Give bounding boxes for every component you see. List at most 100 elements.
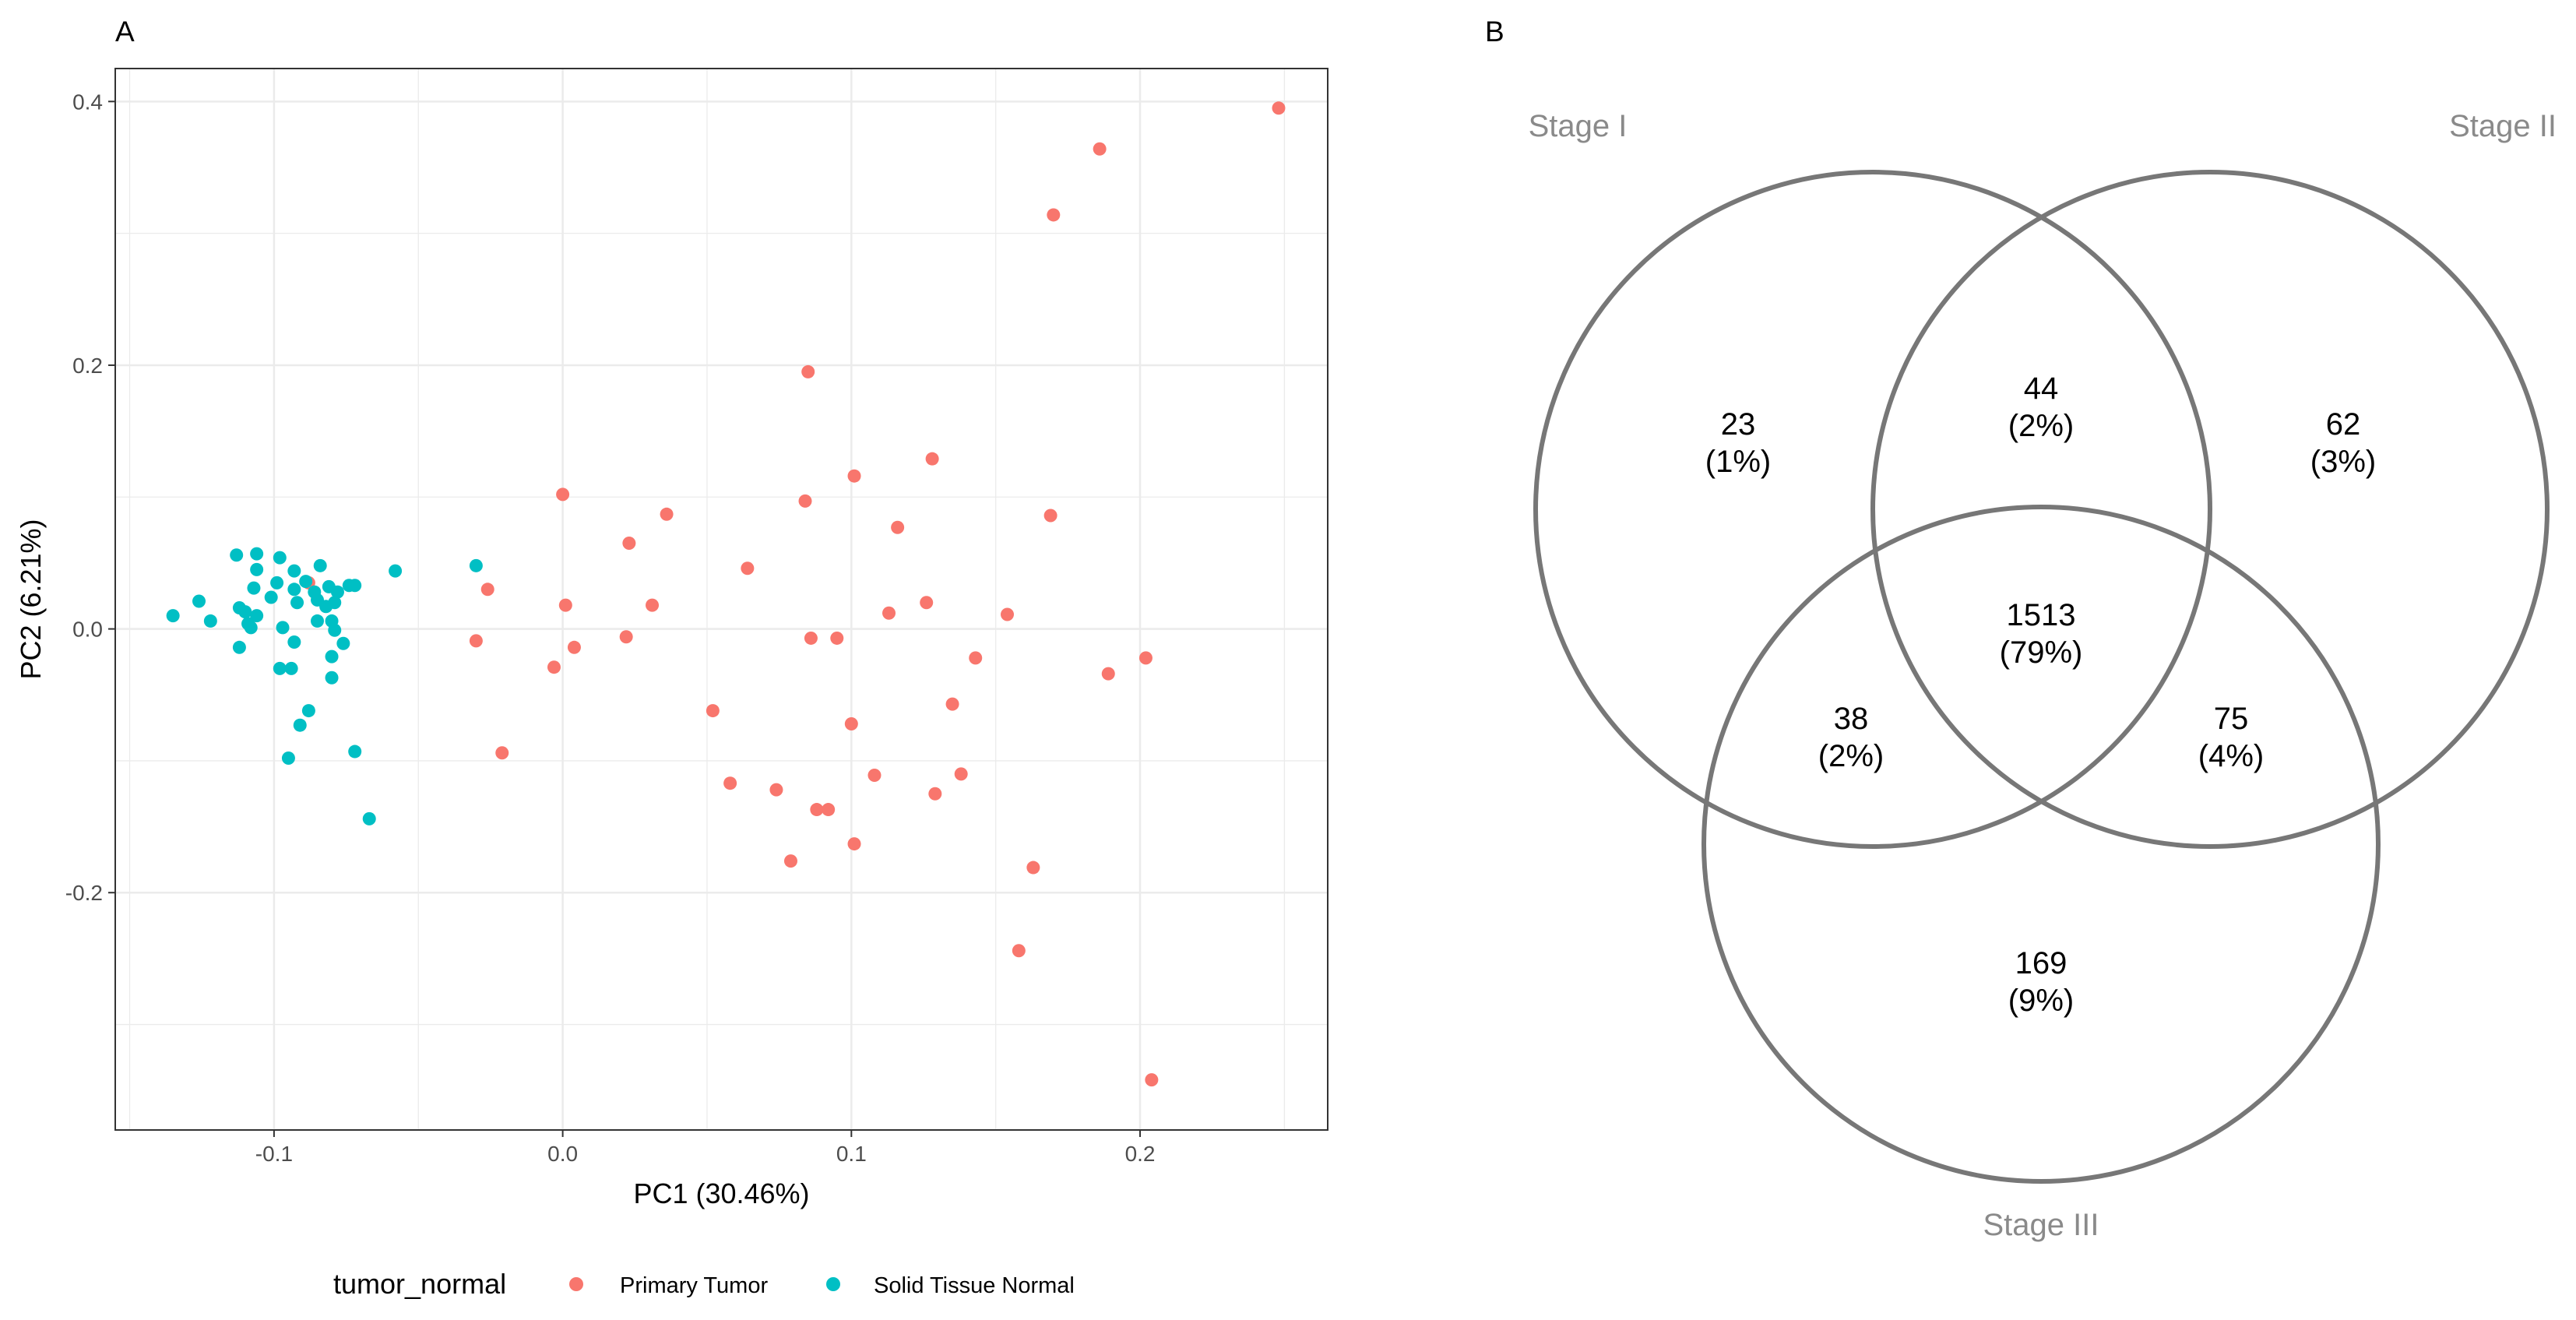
primary-tumor-point — [547, 660, 561, 674]
venn-region-percent: (2%) — [2008, 409, 2074, 443]
primary-tumor-point — [556, 488, 570, 502]
primary-tumor-point — [882, 606, 896, 620]
solid-tissue-normal-point — [287, 564, 301, 578]
solid-tissue-normal-point — [348, 744, 362, 759]
venn-set-label: Stage III — [1983, 1208, 2099, 1242]
panel-b-label: B — [1485, 16, 1504, 48]
y-tick-label: 0.0 — [72, 618, 103, 642]
primary-tumor-point — [844, 717, 858, 731]
venn-region-percent: (1%) — [1705, 445, 1771, 479]
primary-tumor-point — [969, 651, 983, 665]
primary-tumor-point — [945, 697, 959, 711]
solid-tissue-normal-point — [313, 558, 327, 572]
legend-label: Solid Tissue Normal — [874, 1273, 1075, 1298]
primary-tumor-point — [1093, 142, 1107, 156]
solid-tissue-normal-point — [281, 752, 295, 766]
solid-tissue-normal-point — [203, 614, 217, 628]
solid-tissue-normal-point — [250, 562, 264, 576]
venn-region-count: 1513 — [2007, 598, 2076, 632]
venn-region-count: 62 — [2326, 407, 2361, 442]
solid-tissue-normal-point — [284, 661, 298, 675]
grid — [115, 69, 1328, 1130]
primary-tumor-point — [646, 598, 660, 612]
solid-tissue-normal-point — [232, 640, 246, 654]
primary-tumor-point — [1101, 667, 1115, 681]
primary-tumor-point — [741, 561, 755, 576]
solid-tissue-normal-point — [250, 609, 264, 623]
primary-tumor-point — [867, 769, 882, 783]
solid-tissue-normal-point — [166, 609, 180, 623]
plot-border — [114, 68, 1328, 1131]
x-tick-label: 0.1 — [836, 1142, 867, 1166]
primary-tumor-point — [1043, 509, 1057, 523]
solid-tissue-normal-point — [293, 718, 307, 732]
solid-tissue-normal-point — [301, 704, 315, 718]
primary-tumor-point — [801, 364, 815, 378]
primary-tumor-point — [891, 520, 905, 534]
solid-tissue-normal-point — [469, 558, 483, 572]
primary-tumor-point — [1012, 944, 1026, 958]
legend-title: tumor_normal — [333, 1268, 506, 1300]
primary-tumor-point — [480, 583, 494, 597]
primary-tumor-point — [783, 854, 797, 868]
venn-region-count: 23 — [1721, 407, 1756, 442]
x-tick-label: -0.1 — [255, 1142, 293, 1166]
y-tick-label: 0.4 — [72, 90, 103, 114]
venn-circle-3 — [1701, 505, 2381, 1184]
primary-tumor-point — [1001, 607, 1015, 621]
venn-region-percent: (2%) — [1818, 739, 1884, 773]
solid-tissue-normal-point — [362, 811, 376, 825]
legend-key-solid-tissue-normal — [826, 1277, 840, 1291]
solid-tissue-normal-point — [389, 564, 403, 578]
solid-tissue-normal-point — [299, 575, 313, 589]
primary-tumor-point — [619, 630, 633, 644]
primary-tumor-point — [822, 803, 836, 817]
primary-tumor-point — [920, 596, 934, 610]
primary-tumor-point — [660, 507, 674, 521]
primary-tumor-point — [830, 631, 844, 645]
solid-tissue-normal-point — [273, 661, 287, 675]
venn-region-count: 75 — [2214, 702, 2249, 736]
venn-region-percent: (79%) — [2000, 635, 2083, 670]
solid-tissue-normal-point — [238, 605, 252, 619]
venn-region-count: 38 — [1834, 702, 1869, 736]
solid-tissue-normal-point — [328, 623, 342, 637]
primary-tumor-point — [706, 704, 720, 718]
solid-tissue-normal-point — [192, 594, 206, 608]
solid-tissue-normal-point — [336, 636, 350, 650]
solid-tissue-normal-point — [244, 621, 258, 635]
solid-tissue-normal-point — [247, 581, 261, 595]
primary-tumor-point — [1272, 101, 1286, 115]
legend: tumor_normal Primary Tumor Solid Tissue N… — [333, 1268, 1075, 1300]
scatter-panel: -0.1 0.0 0.1 0.2-0.20.00.20.4 PC1 (30.46%) … — [15, 68, 1328, 1300]
primary-tumor-point — [804, 631, 818, 645]
venn-region-count: 169 — [2015, 946, 2067, 980]
x-tick-label: 0.2 — [1125, 1142, 1156, 1166]
primary-tumor-point — [1026, 861, 1040, 875]
primary-tumor-point — [622, 537, 636, 551]
y-axis-title: PC2 (6.21%) — [15, 519, 47, 679]
venn-region-percent: (4%) — [2198, 739, 2264, 773]
data-points — [166, 101, 1286, 1087]
axis-ticks: -0.1 0.0 0.1 0.2 -0.2 0.0 0.2 0.4 — [65, 90, 1156, 1166]
solid-tissue-normal-point — [250, 547, 264, 561]
solid-tissue-normal-point — [325, 671, 339, 685]
legend-key-primary-tumor — [569, 1277, 583, 1291]
y-tick-label: -0.2 — [65, 881, 103, 905]
primary-tumor-point — [558, 598, 572, 612]
venn-circle-2 — [1870, 170, 2550, 849]
solid-tissue-normal-point — [342, 579, 356, 593]
solid-tissue-normal-point — [276, 621, 290, 635]
primary-tumor-point — [567, 640, 581, 654]
solid-tissue-normal-point — [328, 596, 342, 610]
primary-tumor-point — [469, 634, 483, 648]
primary-tumor-point — [954, 767, 968, 781]
primary-tumor-point — [1138, 651, 1153, 665]
y-tick-label: 0.2 — [72, 354, 103, 378]
x-axis-title: PC1 (30.46%) — [633, 1177, 809, 1209]
solid-tissue-normal-point — [273, 551, 287, 565]
primary-tumor-point — [798, 494, 812, 508]
solid-tissue-normal-point — [330, 585, 344, 599]
solid-tissue-normal-point — [287, 583, 301, 597]
solid-tissue-normal-point — [230, 548, 244, 562]
